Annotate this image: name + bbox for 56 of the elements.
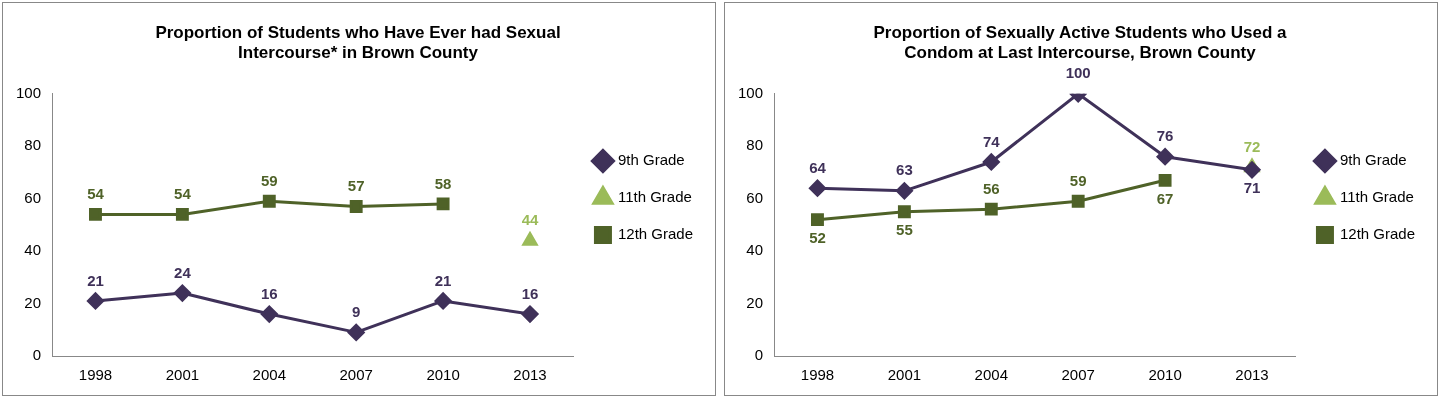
data-label: 74 — [982, 132, 1001, 150]
y-tick-label: 0 — [754, 346, 764, 364]
data-label: 21 — [87, 271, 104, 289]
x-tick-label: 2004 — [974, 366, 1008, 384]
data-label: 59 — [1069, 171, 1087, 189]
data-label: 63 — [896, 161, 913, 179]
data-label: 58 — [434, 174, 452, 192]
legend-label: 9th Grade — [1339, 151, 1407, 169]
data-label: 9 — [352, 303, 361, 321]
data-label: 54 — [174, 185, 192, 203]
x-tick-label: 2010 — [426, 366, 460, 384]
y-tick-label: 0 — [32, 346, 42, 364]
data-label: 54 — [87, 185, 105, 203]
data-label: 21 — [434, 271, 452, 289]
x-tick-label: 2013 — [1235, 366, 1269, 384]
data-label: 24 — [174, 263, 192, 281]
x-tick-label: 2007 — [1061, 366, 1095, 384]
legend-label: 12th Grade — [1339, 225, 1416, 243]
data-label: 52 — [809, 229, 826, 247]
chart-title: Proportion of Students who Have Ever had Sexual Intercourse* in Brown County — [155, 22, 561, 63]
data-label: 55 — [896, 221, 913, 239]
data-label: 71 — [1243, 179, 1261, 197]
data-label: 100 — [1065, 64, 1091, 82]
x-tick-label: 2001 — [887, 366, 922, 384]
x-tick-label: 2010 — [1148, 366, 1182, 384]
data-label: 72 — [1243, 137, 1261, 155]
x-tick-label: 2001 — [165, 366, 200, 384]
x-tick-label: 1998 — [78, 366, 113, 384]
data-label: 44 — [521, 211, 539, 229]
x-tick-label: 2013 — [513, 366, 547, 384]
x-tick-label: 2004 — [252, 366, 286, 384]
y-tick-label: 20 — [24, 293, 42, 311]
chart-title: Proportion of Sexually Active Students who Used a Condom at Last Intercourse, Brown County — [873, 22, 1288, 63]
legend-label: 9th Grade — [617, 151, 685, 169]
x-tick-label: 2007 — [339, 366, 373, 384]
y-tick-label: 40 — [746, 241, 764, 259]
y-tick-label: 80 — [24, 136, 42, 154]
legend-label: 11th Grade — [1339, 188, 1414, 206]
legend-label: 12th Grade — [617, 225, 694, 243]
y-tick-label: 100 — [738, 83, 764, 101]
y-tick-label: 60 — [746, 188, 764, 206]
y-tick-label: 60 — [24, 188, 42, 206]
data-label: 57 — [347, 177, 365, 195]
y-tick-label: 100 — [16, 83, 42, 101]
data-label: 76 — [1156, 127, 1174, 145]
data-label: 16 — [521, 284, 539, 302]
data-label: 67 — [1156, 189, 1174, 207]
data-label: 56 — [982, 179, 1000, 197]
data-label: 64 — [809, 158, 827, 176]
data-label: 59 — [260, 171, 278, 189]
x-tick-label: 1998 — [800, 366, 835, 384]
legend-label: 11th Grade — [617, 188, 692, 206]
y-tick-label: 40 — [24, 241, 42, 259]
y-tick-label: 80 — [746, 136, 764, 154]
data-label: 16 — [260, 284, 278, 302]
y-tick-label: 20 — [746, 293, 764, 311]
